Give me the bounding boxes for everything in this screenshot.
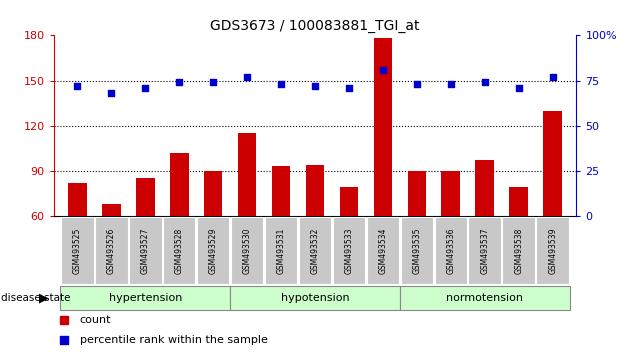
Text: GSM493536: GSM493536 (446, 227, 455, 274)
Point (479, 80, 490, 85)
Title: GDS3673 / 100083881_TGI_at: GDS3673 / 100083881_TGI_at (210, 19, 420, 33)
Point (140, 85, 151, 91)
Bar (95, 217, 127, 284)
Bar (68, 183, 87, 216)
Bar (333, 217, 365, 284)
Point (378, 67, 388, 73)
Bar (136, 178, 154, 216)
Point (513, 85, 524, 91)
Point (344, 85, 354, 91)
Text: GSM493538: GSM493538 (514, 227, 524, 274)
Bar (238, 133, 256, 216)
Bar (203, 171, 222, 216)
Bar (231, 217, 263, 284)
Text: GSM493531: GSM493531 (277, 227, 285, 274)
Text: GSM493533: GSM493533 (345, 227, 353, 274)
Bar (435, 217, 467, 284)
Text: percentile rank within the sample: percentile rank within the sample (79, 335, 268, 345)
Text: hypotension: hypotension (281, 293, 349, 303)
Bar (306, 165, 324, 216)
Text: GSM493537: GSM493537 (480, 227, 490, 274)
Text: GSM493530: GSM493530 (243, 227, 251, 274)
Point (59, 317, 69, 323)
Point (242, 74, 252, 80)
Text: hypertension: hypertension (108, 293, 182, 303)
Bar (442, 171, 460, 216)
Text: GSM493539: GSM493539 (548, 227, 557, 274)
Bar (299, 217, 331, 284)
Bar (367, 217, 399, 284)
Bar (536, 217, 569, 284)
Point (547, 74, 558, 80)
Bar (469, 217, 501, 284)
Text: ▶: ▶ (39, 291, 49, 304)
Point (174, 80, 184, 85)
Bar (510, 187, 528, 216)
Text: GSM493532: GSM493532 (311, 227, 319, 274)
Bar (60, 286, 230, 310)
Bar (408, 171, 427, 216)
Text: normotension: normotension (446, 293, 524, 303)
Point (276, 81, 286, 87)
Text: GSM493527: GSM493527 (140, 227, 150, 274)
Point (208, 80, 218, 85)
Text: GSM493528: GSM493528 (175, 227, 184, 274)
Text: GSM493534: GSM493534 (379, 227, 387, 274)
Point (106, 90, 117, 96)
Text: GSM493529: GSM493529 (209, 227, 217, 274)
Point (446, 81, 456, 87)
Bar (272, 166, 290, 216)
Point (72, 83, 83, 89)
Bar (170, 153, 188, 216)
Bar (230, 286, 400, 310)
Bar (400, 286, 570, 310)
Bar (129, 217, 161, 284)
Bar (61, 217, 94, 284)
Bar (102, 204, 120, 216)
Text: count: count (79, 315, 112, 325)
Bar (265, 217, 297, 284)
Text: GSM493525: GSM493525 (73, 227, 82, 274)
Point (310, 83, 320, 89)
Bar (374, 38, 392, 216)
Point (59, 337, 69, 343)
Bar (163, 217, 195, 284)
Bar (197, 217, 229, 284)
Bar (543, 110, 562, 216)
Bar (340, 187, 358, 216)
Text: GSM493535: GSM493535 (413, 227, 421, 274)
Bar (503, 217, 535, 284)
Bar (401, 217, 433, 284)
Text: GSM493526: GSM493526 (106, 227, 116, 274)
Text: disease state: disease state (1, 293, 70, 303)
Bar (476, 160, 494, 216)
Point (412, 81, 422, 87)
